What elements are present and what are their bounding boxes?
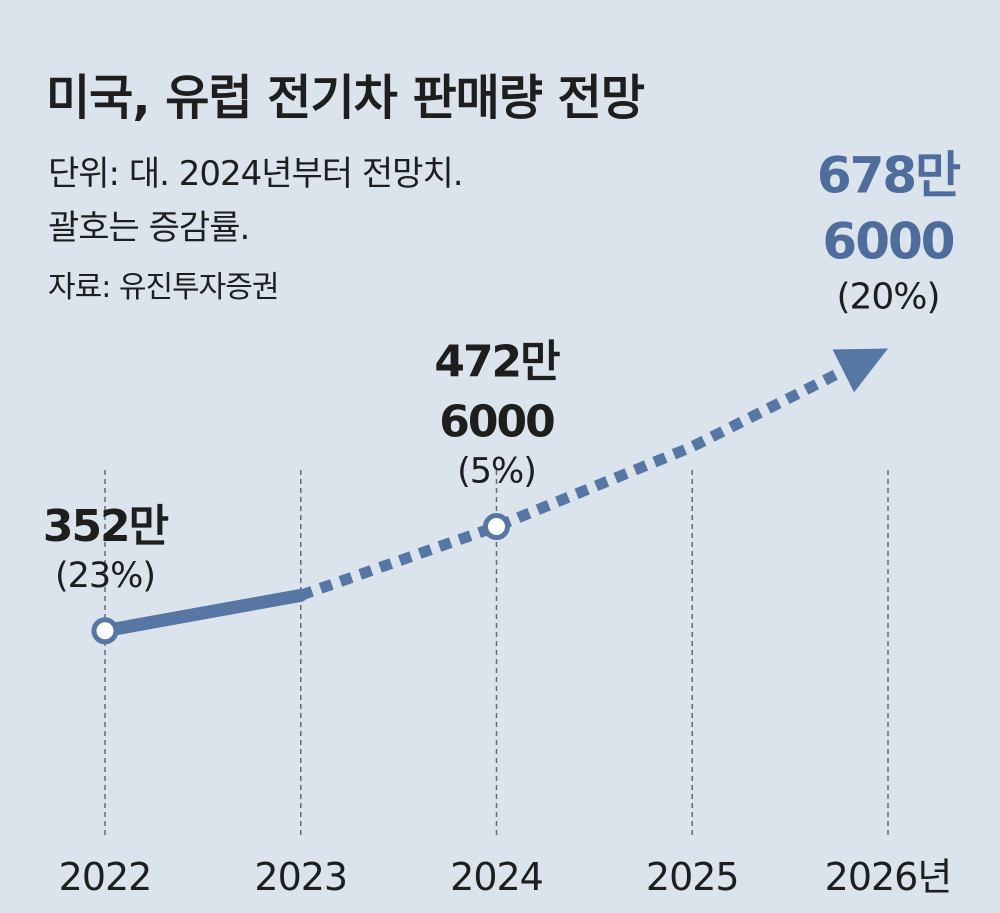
x-tick-label-2: 2024 bbox=[450, 855, 543, 899]
data-label-2026년-line2: 6000 bbox=[822, 212, 953, 270]
x-tick-label-1: 2023 bbox=[254, 855, 347, 899]
series-arrowhead bbox=[832, 348, 888, 393]
data-point-2022 bbox=[91, 617, 119, 645]
series-line-actual bbox=[98, 588, 308, 638]
x-tick-label-3: 2025 bbox=[646, 855, 739, 899]
data-point-2024 bbox=[483, 513, 510, 541]
data-label-change-2024: (5%) bbox=[457, 452, 536, 492]
chart-title: 미국, 유럽 전기차 판매량 전망 bbox=[46, 70, 645, 126]
series-line-projected bbox=[298, 365, 846, 601]
data-label-2026년: 678만 bbox=[817, 146, 961, 204]
data-label-change-2022: (23%) bbox=[55, 556, 155, 596]
data-label-2022: 352만 bbox=[43, 501, 169, 552]
data-label-change-2026년: (20%) bbox=[836, 276, 939, 317]
paren-note: 괄호는 증감률. bbox=[48, 208, 250, 248]
source-note: 자료: 유진투자증권 bbox=[48, 270, 279, 305]
data-label-2024: 472만 bbox=[434, 337, 560, 388]
x-tick-label-4: 2026년 bbox=[825, 855, 952, 899]
unit-note: 단위: 대. 2024년부터 전망치. bbox=[48, 154, 464, 194]
data-label-2024-line2: 6000 bbox=[439, 397, 554, 448]
x-tick-label-0: 2022 bbox=[59, 855, 152, 899]
